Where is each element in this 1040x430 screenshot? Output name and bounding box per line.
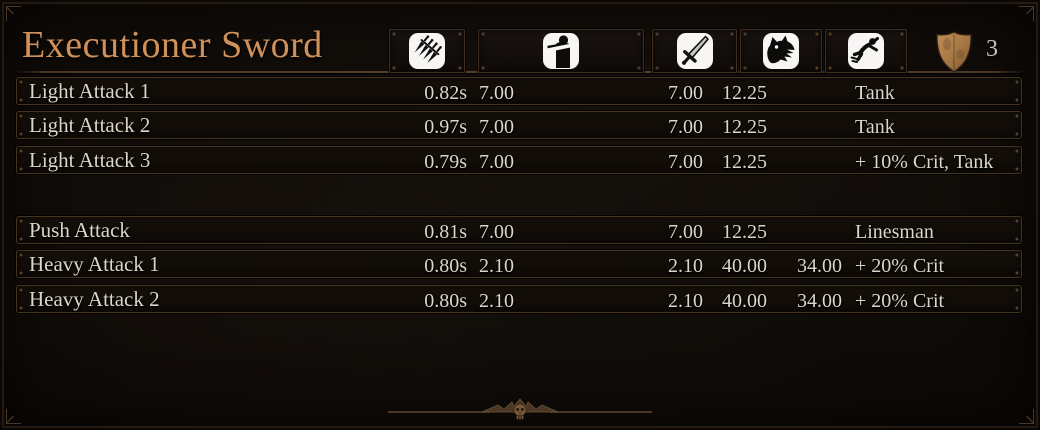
damage-value: 12.25	[722, 115, 767, 138]
column-header-monster	[740, 29, 822, 73]
column-header-stagger	[825, 29, 907, 73]
armored-enemy-icon	[542, 32, 580, 70]
column-header-armored	[478, 29, 644, 73]
damage-value: 7.00	[479, 220, 514, 243]
attack-speed: 0.81s	[424, 220, 467, 243]
damage-value: 40.00	[722, 289, 767, 312]
bronze-shield-icon	[933, 30, 975, 79]
weapon-title: Executioner Sword	[22, 24, 323, 66]
damage-value: 2.10	[479, 289, 514, 312]
table-row: Light Attack 3 0.79s 7.00 7.00 12.25 + 1…	[16, 146, 1022, 174]
table-row: Heavy Attack 1 0.80s 2.10 2.10 40.00 34.…	[16, 250, 1022, 278]
damage-value: 7.00	[479, 115, 514, 138]
table-row: Light Attack 2 0.97s 7.00 7.00 12.25 Tan…	[16, 111, 1022, 139]
attack-name: Push Attack	[29, 217, 130, 242]
attack-speed: 0.97s	[424, 115, 467, 138]
damage-value	[758, 217, 842, 245]
damage-value: 40.00	[722, 254, 767, 277]
damage-value: 7.00	[668, 115, 703, 138]
damage-value: 12.25	[722, 220, 767, 243]
table-row: Heavy Attack 2 0.80s 2.10 2.10 40.00 34.…	[16, 285, 1022, 313]
sword-infantry-icon	[676, 32, 714, 70]
attack-speed: 0.82s	[424, 81, 467, 104]
damage-value	[758, 112, 842, 140]
damage-value: 7.00	[479, 81, 514, 104]
damage-value: 34.00	[797, 289, 842, 312]
damage-value: 7.00	[668, 81, 703, 104]
attack-speed: 0.79s	[424, 150, 467, 173]
damage-value: 12.25	[722, 150, 767, 173]
attack-speed: 0.80s	[424, 254, 467, 277]
frame-corner	[1019, 409, 1034, 424]
damage-value: 12.25	[722, 81, 767, 104]
damage-value: 34.00	[797, 254, 842, 277]
attack-name: Light Attack 2	[29, 112, 151, 137]
trait-label: + 10% Crit, Tank	[855, 150, 994, 173]
frame-corner	[6, 6, 21, 21]
damage-value: 2.10	[479, 254, 514, 277]
attack-name: Light Attack 1	[29, 78, 151, 103]
cleave-count: 3	[986, 36, 998, 62]
damage-value: 7.00	[479, 150, 514, 173]
frame-corner	[6, 409, 21, 424]
trait-label: Tank	[855, 81, 895, 104]
table-row: Light Attack 1 0.82s 7.00 7.00 12.25 Tan…	[16, 77, 1022, 105]
trait-label: + 20% Crit	[855, 254, 945, 277]
attack-name: Light Attack 3	[29, 147, 151, 172]
monster-icon	[762, 32, 800, 70]
stagger-knockback-icon	[847, 32, 885, 70]
attack-name: Heavy Attack 1	[29, 251, 160, 276]
trait-label: Linesman	[855, 220, 934, 243]
frame-corner	[1019, 6, 1034, 21]
column-header-attack-speed	[389, 29, 465, 73]
table-row: Push Attack 0.81s 7.00 7.00 12.25 Linesm…	[16, 216, 1022, 244]
damage-value: 2.10	[668, 254, 703, 277]
attack-speed-icon	[408, 32, 446, 70]
damage-value: 2.10	[668, 289, 703, 312]
trait-label: Tank	[855, 115, 895, 138]
attack-speed: 0.80s	[424, 289, 467, 312]
column-header-infantry	[652, 29, 737, 73]
damage-value: 7.00	[668, 220, 703, 243]
damage-value	[758, 78, 842, 106]
attack-name: Heavy Attack 2	[29, 286, 160, 311]
damage-value	[758, 147, 842, 175]
damage-value: 7.00	[668, 150, 703, 173]
skull-divider-ornament	[386, 397, 654, 428]
trait-label: + 20% Crit	[855, 289, 945, 312]
